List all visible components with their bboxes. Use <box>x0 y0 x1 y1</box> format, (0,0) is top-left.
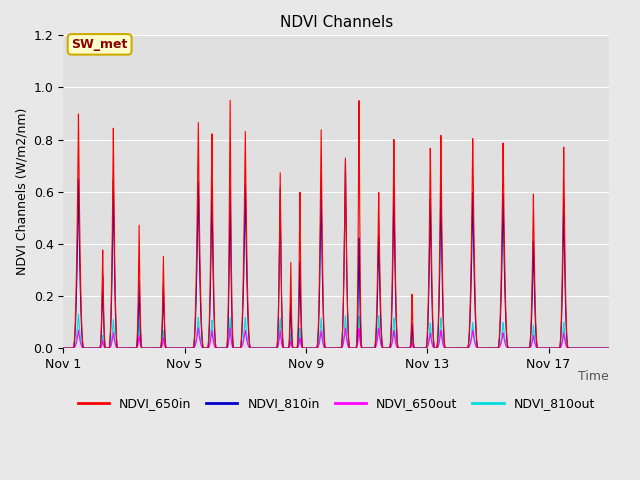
Legend: NDVI_650in, NDVI_810in, NDVI_650out, NDVI_810out: NDVI_650in, NDVI_810in, NDVI_650out, NDV… <box>72 392 600 415</box>
Text: Time: Time <box>579 370 609 383</box>
Y-axis label: NDVI Channels (W/m2/nm): NDVI Channels (W/m2/nm) <box>15 108 28 276</box>
Title: NDVI Channels: NDVI Channels <box>280 15 393 30</box>
Text: SW_met: SW_met <box>72 38 128 51</box>
